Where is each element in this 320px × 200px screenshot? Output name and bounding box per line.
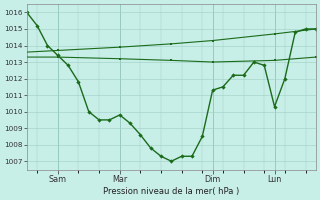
X-axis label: Pression niveau de la mer( hPa ): Pression niveau de la mer( hPa ) bbox=[103, 187, 239, 196]
